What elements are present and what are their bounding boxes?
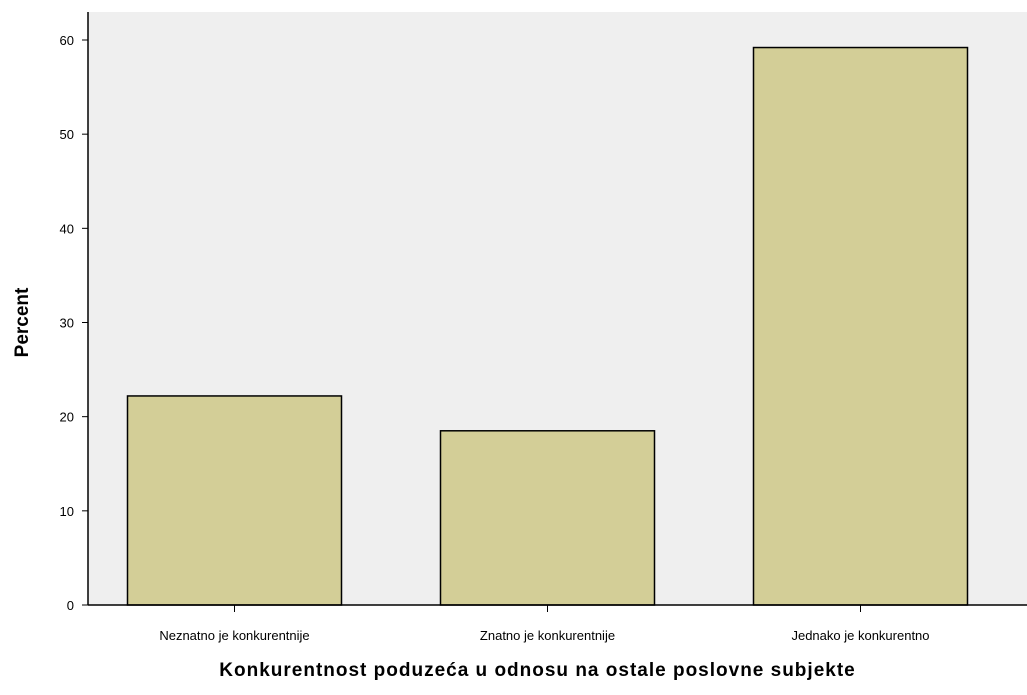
y-tick-label: 50: [60, 127, 74, 142]
y-axis-title: Percent: [12, 287, 33, 357]
y-tick-label: 10: [60, 504, 74, 519]
bar-1: [126, 395, 343, 606]
y-tick-label: 0: [67, 598, 74, 613]
bar-2: [439, 430, 656, 606]
bar-3: [752, 46, 969, 606]
y-tick-label: 60: [60, 33, 74, 48]
y-tick-label: 40: [60, 221, 74, 236]
y-tick-label: 20: [60, 410, 74, 425]
y-axis: 0 10 20 30 40 50 60: [60, 12, 89, 613]
y-tick-label: 30: [60, 316, 74, 331]
x-category-label: Znatno je konkurentnije: [480, 628, 615, 643]
x-category-label: Jednako je konkurentno: [791, 628, 929, 643]
x-axis-title: Konkurentnost poduzeća u odnosu na ostal…: [219, 660, 855, 681]
bars-group: [126, 46, 969, 606]
x-category-label: Neznatno je konkurentnije: [159, 628, 309, 643]
x-axis: Neznatno je konkurentnije Znatno je konku…: [88, 604, 1027, 643]
